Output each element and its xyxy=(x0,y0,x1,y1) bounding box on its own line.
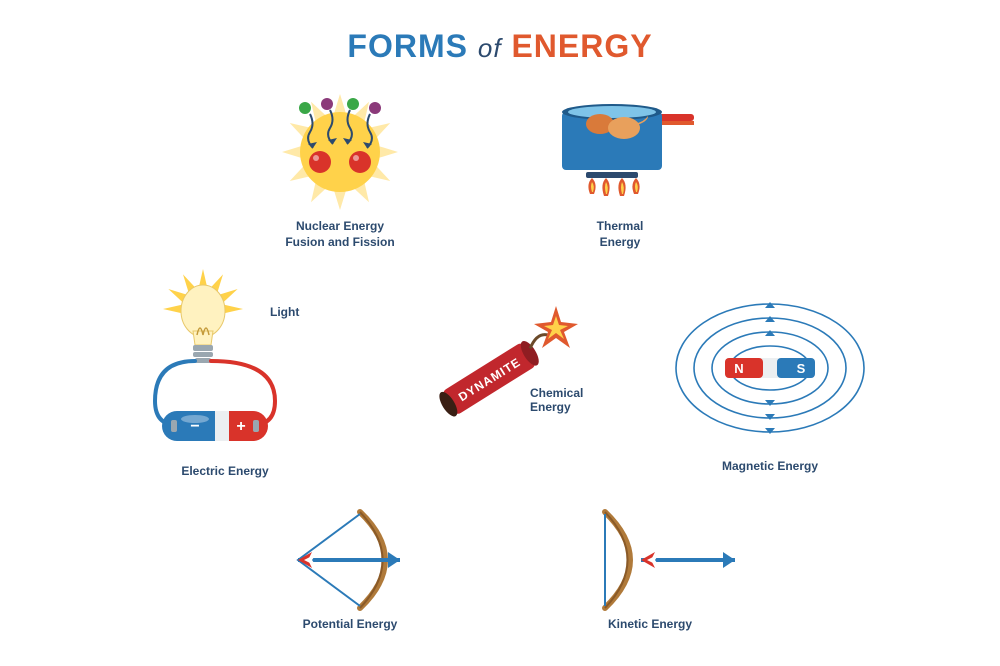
thermal-label: Thermal Energy xyxy=(520,218,720,250)
kinetic-cell: Kinetic Energy xyxy=(540,500,760,632)
potential-icon xyxy=(250,500,450,620)
chemical-label-1: Chemical xyxy=(530,386,583,400)
svg-text:+: + xyxy=(236,418,245,435)
chemical-icon: DYNAMITE xyxy=(410,300,590,440)
chemical-label-2: Energy xyxy=(530,400,571,414)
chemical-cell: DYNAMITE Chemical Energy xyxy=(400,300,600,440)
north-letter: N xyxy=(734,361,743,376)
title-word-1: FORMS xyxy=(347,28,468,64)
electric-label: Electric Energy xyxy=(120,463,330,479)
thermal-icon xyxy=(530,80,710,210)
kinetic-icon xyxy=(545,500,755,620)
magnetic-cell: N S Magnetic Energy xyxy=(660,290,880,474)
nuclear-label: Nuclear Energy Fusion and Fission xyxy=(250,218,430,250)
south-letter: S xyxy=(797,361,806,376)
nuclear-label-2: Fusion and Fission xyxy=(285,235,394,249)
electric-cell: − + Light Electric Energy xyxy=(120,265,330,479)
thermal-label-1: Thermal xyxy=(597,219,644,233)
nuclear-cell: Nuclear Energy Fusion and Fission xyxy=(250,80,430,250)
light-label: Light xyxy=(270,305,299,319)
magnetic-label: Magnetic Energy xyxy=(660,458,880,474)
chemical-label: Chemical Energy xyxy=(530,386,583,414)
electric-icon: − + xyxy=(125,265,325,455)
potential-label: Potential Energy xyxy=(240,616,460,632)
potential-cell: Potential Energy xyxy=(240,500,460,632)
title-word-3: ENERGY xyxy=(511,28,652,64)
svg-text:−: − xyxy=(190,418,199,435)
nuclear-label-1: Nuclear Energy xyxy=(296,219,384,233)
title-word-2: of xyxy=(478,33,502,63)
thermal-label-2: Energy xyxy=(600,235,641,249)
nuclear-icon xyxy=(265,80,415,210)
thermal-cell: Thermal Energy xyxy=(520,80,720,250)
magnetic-icon: N S xyxy=(665,290,875,450)
page-title: FORMS of ENERGY xyxy=(0,28,1000,65)
kinetic-label: Kinetic Energy xyxy=(540,616,760,632)
